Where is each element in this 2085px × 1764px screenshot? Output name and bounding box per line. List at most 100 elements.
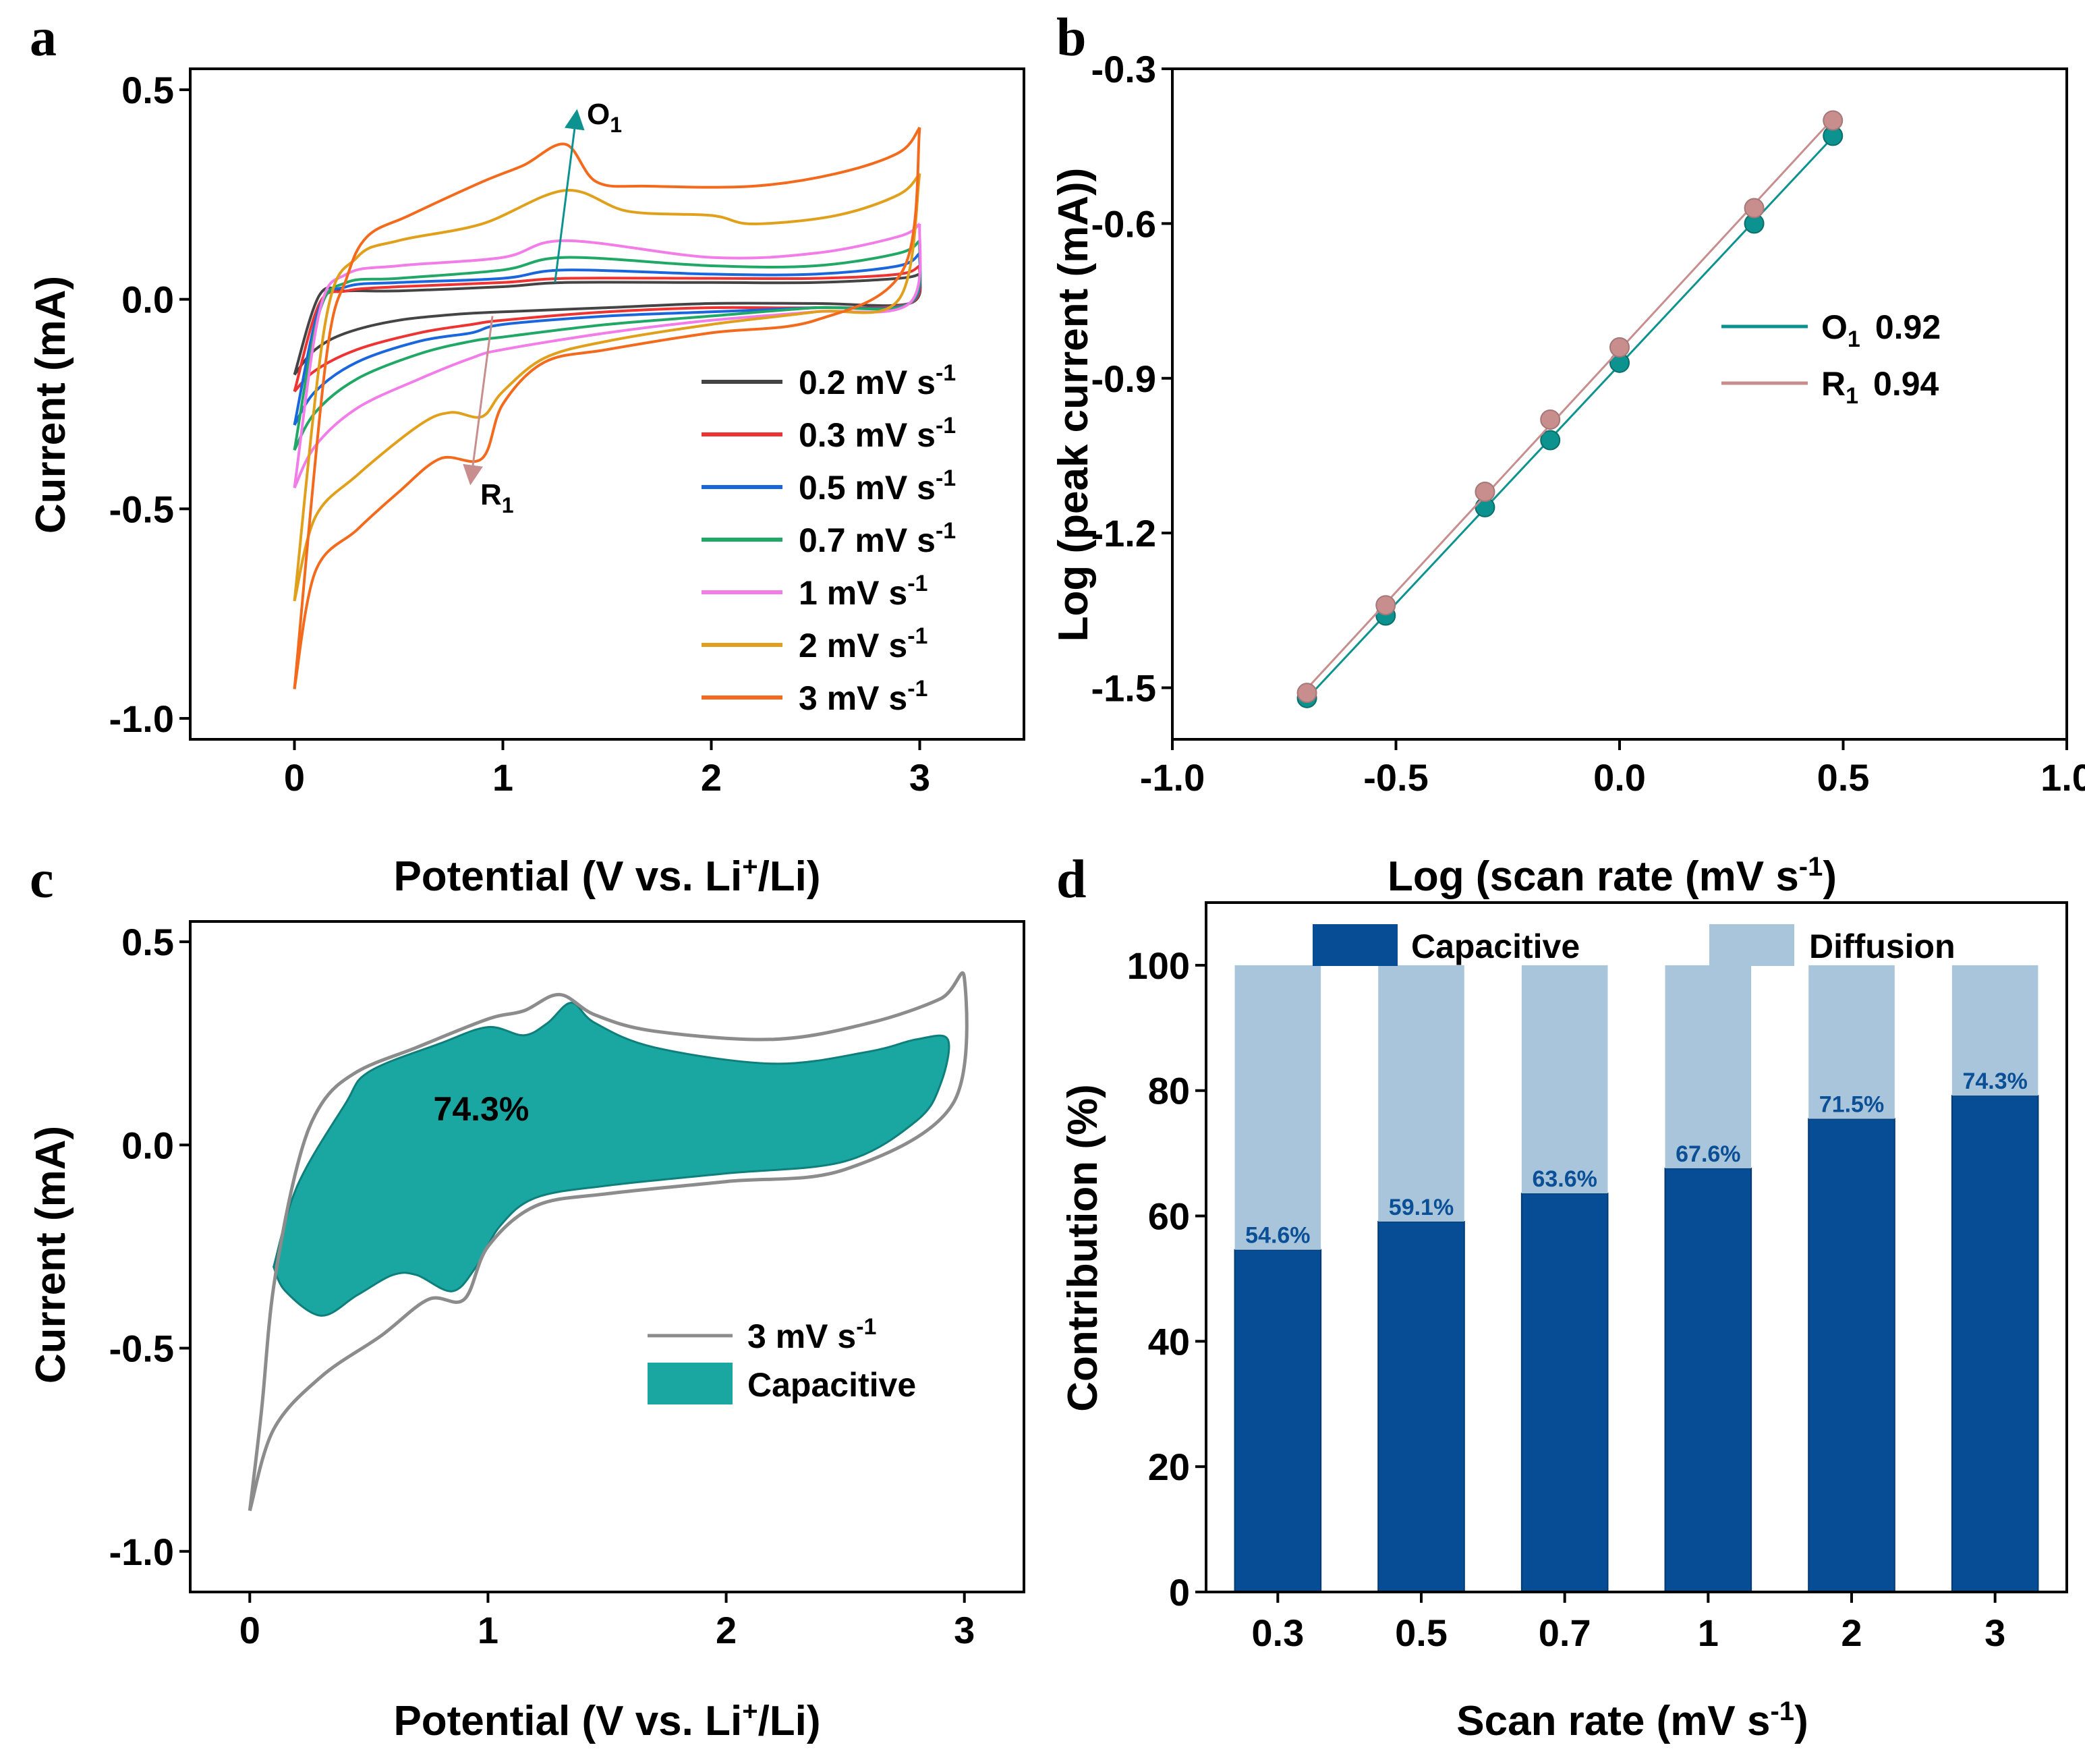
data-point-R1 <box>1609 337 1630 358</box>
data-point-O1 <box>1540 430 1561 451</box>
panel-d-ytick-label: 20 <box>1148 1446 1190 1488</box>
panel-c-xtick-label: 0 <box>239 1609 260 1651</box>
panel-d-xlabel-tail: ) <box>1794 1698 1808 1744</box>
panel-d-xtick-label: 2 <box>1841 1612 1862 1654</box>
data-point-R1 <box>1375 595 1396 616</box>
legend-sup: -1 <box>907 623 927 649</box>
legend-sup: -1 <box>907 676 927 702</box>
panel-c-ytick-label: -1.0 <box>109 1531 175 1573</box>
peak-label-sub: 1 <box>502 493 514 517</box>
cv-curve-3 <box>248 971 969 1512</box>
panel-d-letter: d <box>1056 850 1087 909</box>
legend-name: O <box>1821 308 1848 346</box>
panel-a-xtick-label: 1 <box>492 756 513 799</box>
data-point-R1 <box>1475 481 1495 502</box>
data-point-R1 <box>1296 683 1317 704</box>
panel-d-axes <box>1205 901 2068 1593</box>
legend-label-R1: R1 0.94 <box>1821 365 1939 409</box>
panel-d-ytick-label: 100 <box>1127 944 1190 987</box>
legend-rate: 2 <box>799 627 818 664</box>
legend-space <box>818 574 827 612</box>
legend-label-2: 2 mV s-1 <box>799 623 927 664</box>
panel-d-xtick-label: 1 <box>1698 1612 1719 1654</box>
legend-label-0.2: 0.2 mV s-1 <box>799 360 956 401</box>
panel-c-xlabel: Potential (V vs. Li+/Li) <box>393 1697 820 1744</box>
panel-a-xtick-label: 3 <box>909 756 930 799</box>
peak-label-R1: R1 <box>480 478 514 517</box>
bar-diffusion <box>1951 965 2038 1096</box>
data-point-R1 <box>1744 198 1765 219</box>
legend-label-0.5: 0.5 mV s-1 <box>799 465 956 507</box>
legend-label-O1: O1 0.92 <box>1821 308 1941 352</box>
legend-unit: mV s <box>855 416 936 454</box>
peak-label-main: R <box>480 478 502 511</box>
panel-d-xtick-label: 0.5 <box>1395 1612 1448 1654</box>
peak-label-main: O <box>587 98 610 131</box>
panel-d: d 54.6% 0.3 59.1% 0.5 63.6% 0.7 67.6% 1 71.5% 2 74.… <box>1056 850 2068 1654</box>
panel-c-xlabel-main: Potential (V vs. Li <box>393 1698 742 1744</box>
panel-a-xlabel: Potential (V vs. Li+/Li) <box>393 852 820 900</box>
legend-rate: 0.2 <box>799 364 846 401</box>
legend-label-0.7: 0.7 mV s-1 <box>799 518 956 559</box>
peak-arrow-O <box>554 109 585 283</box>
legend-sub: 1 <box>1848 326 1860 352</box>
bar-capacitive <box>1664 1167 1752 1593</box>
panel-d-xlabel-main: Scan rate (mV s <box>1456 1698 1770 1744</box>
cv-reduction-2 <box>293 173 921 602</box>
cv-oxidation-3 <box>293 126 921 689</box>
legend-unit: mV s <box>855 364 936 401</box>
legend-space <box>846 364 855 401</box>
panel-c-letter: c <box>30 850 54 909</box>
bar-value-label: 67.6% <box>1676 1141 1740 1167</box>
panel-b-ytick-label: -1.5 <box>1091 667 1157 710</box>
legend-sup: -1 <box>856 1314 876 1340</box>
panel-d-xlabel: Scan rate (mV s-1) <box>1456 1697 1808 1744</box>
panel-c-ytick-label: 0.0 <box>121 1124 174 1166</box>
panel-c-ytick-label: -0.5 <box>109 1328 175 1370</box>
panel-c-ytick-label: 0.5 <box>121 921 174 963</box>
bar-diffusion <box>1521 965 1608 1194</box>
legend-space <box>846 469 855 507</box>
capacitive-area <box>272 1001 950 1317</box>
legend-label-capacitive: Capacitive <box>1411 928 1580 965</box>
panel-c: c 74.3% 0 1 2 3 0.5 0.0 -0.5 -1.0 3 mV s-1 Capaciti… <box>28 850 1025 1651</box>
peak-label-sub: 1 <box>610 113 622 137</box>
legend-slope: 0.92 <box>1875 308 1941 346</box>
legend-label-0.3: 0.3 mV s-1 <box>799 413 956 454</box>
panel-a-axes <box>189 67 1025 741</box>
panel-c-xtick-label: 1 <box>478 1609 498 1651</box>
panel-c-xlabel-tail: /Li) <box>758 1698 821 1744</box>
bar-value-label: 59.1% <box>1389 1195 1454 1220</box>
bar-capacitive <box>1377 1220 1465 1593</box>
panel-c-ylabel: Current (mA) <box>28 1126 74 1384</box>
panel-b-xlabel-sup: -1 <box>1799 852 1823 882</box>
legend-name: R <box>1821 365 1846 403</box>
panel-d-ytick-label: 80 <box>1148 1070 1190 1112</box>
panel-a-letter: a <box>30 8 57 67</box>
bar-capacitive <box>1234 1249 1322 1593</box>
panel-b-axes <box>1171 67 2068 741</box>
panel-d-ytick-label: 40 <box>1148 1320 1190 1363</box>
panel-b-xtick-label: 1.0 <box>2040 756 2085 799</box>
panel-d-ytick-label: 60 <box>1148 1195 1190 1238</box>
legend-unit: mV s <box>827 574 908 612</box>
cv-reduction-0.7 <box>293 240 922 451</box>
legend-sup: -1 <box>907 571 927 596</box>
bar-capacitive <box>1808 1118 1895 1593</box>
bar-diffusion <box>1665 965 1752 1168</box>
panel-c-xtick-label: 2 <box>716 1609 737 1651</box>
panel-d-ylabel: Contribution (%) <box>1060 1084 1106 1412</box>
legend-space <box>846 416 855 454</box>
panel-b-ytick-label: -1.2 <box>1091 512 1157 554</box>
panel-d-xtick-label: 0.7 <box>1539 1612 1591 1654</box>
panel-b-xlabel-tail: ) <box>1823 853 1837 900</box>
panel-b-ytick-label: -0.3 <box>1091 48 1157 90</box>
fit-line-R1 <box>1306 118 1834 689</box>
bar-capacitive <box>1520 1193 1609 1593</box>
bar-value-label: 71.5% <box>1819 1092 1884 1118</box>
panel-b-xtick-label: 0.0 <box>1593 756 1646 799</box>
panel-c-xlabel-sup: + <box>742 1697 758 1726</box>
legend-unit: mV s <box>855 469 936 507</box>
legend-sub: 1 <box>1846 383 1858 409</box>
legend-rate: 1 <box>799 574 818 612</box>
